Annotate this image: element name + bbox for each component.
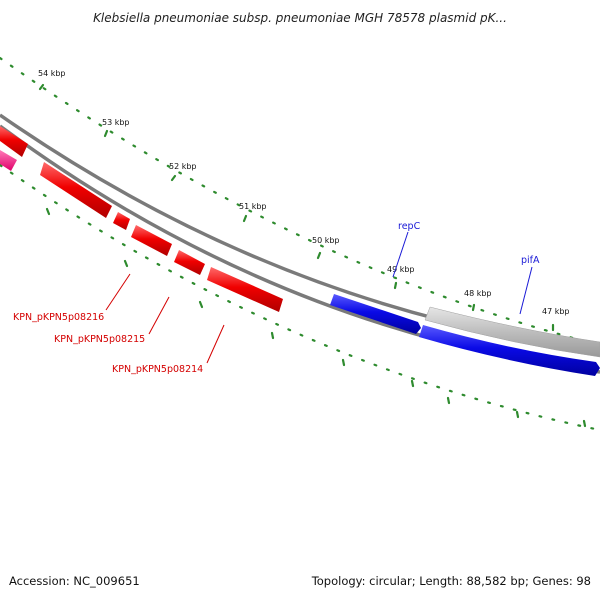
gene-red-inner-1[interactable] (40, 162, 112, 218)
gene-label-kpn-08214[interactable]: KPN_pKPN5p08214 (112, 364, 203, 375)
tick-label-52: 52 kbp (169, 162, 197, 171)
tick-label-50: 50 kbp (312, 236, 340, 245)
inner-tick (582, 419, 587, 428)
gene-label-kpn-08216[interactable]: KPN_pKPN5p08216 (13, 312, 104, 323)
inner-tick (341, 358, 346, 367)
major-tick-50 (316, 251, 322, 260)
inner-tick (446, 396, 451, 405)
gene-red-outer-feature[interactable] (0, 126, 28, 157)
tick-label-53: 53 kbp (102, 118, 130, 127)
label-08215-leader-line (148, 296, 170, 335)
gene-label-repC[interactable]: repC (398, 221, 421, 232)
map-title: Klebsiella pneumoniae subsp. pneumoniae … (93, 11, 507, 25)
gene-pink-feature[interactable] (0, 150, 17, 171)
repC-leader-line (392, 231, 409, 278)
gene-label-pifA[interactable]: pifA (521, 255, 540, 266)
pifA-leader-line (519, 266, 533, 315)
gene-red-inner-4[interactable] (174, 250, 205, 275)
inner-tick (270, 331, 275, 340)
tick-label-54: 54 kbp (38, 69, 66, 78)
gene-red-inner-2[interactable] (113, 212, 130, 230)
inner-tick (45, 207, 51, 216)
major-tick-54 (38, 83, 45, 91)
major-tick-52 (170, 174, 177, 182)
gene-red-inner-3[interactable] (131, 225, 172, 256)
major-tick-48 (471, 303, 476, 312)
label-08216-leader-line (105, 273, 131, 311)
tick-label-49: 49 kbp (387, 265, 415, 274)
gene-pifA-feature[interactable] (424, 306, 600, 358)
topology-text: Topology: circular; Length: 88,582 bp; G… (311, 574, 591, 588)
major-tick-49 (393, 281, 398, 290)
inner-tick (198, 300, 204, 309)
inner-tick (123, 259, 129, 268)
tick-label-47: 47 kbp (542, 307, 570, 316)
gene-label-kpn-08215[interactable]: KPN_pKPN5p08215 (54, 334, 145, 345)
major-tick-51 (242, 214, 248, 223)
major-ticks (38, 83, 555, 332)
accession-text: Accession: NC_009651 (9, 574, 140, 588)
gene-repC-feature[interactable] (330, 294, 421, 334)
gene-blue-feature[interactable] (419, 325, 600, 376)
inner-major-ticks (45, 207, 587, 428)
gene-red-inner-5[interactable] (207, 267, 283, 312)
major-tick-53 (103, 129, 109, 138)
inner-tick (410, 379, 415, 388)
tick-label-51: 51 kbp (239, 202, 267, 211)
tick-label-48: 48 kbp (464, 289, 492, 298)
inner-tick (515, 410, 520, 419)
label-08214-leader-line (206, 324, 225, 364)
